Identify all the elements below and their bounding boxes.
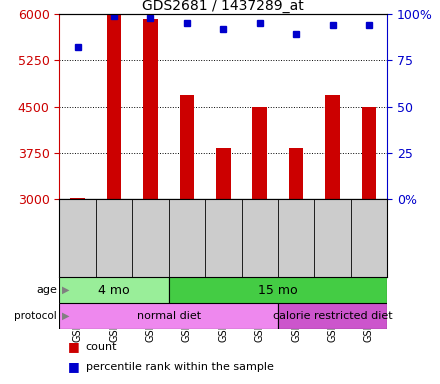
Bar [59, 277, 169, 303]
Text: calorie restricted diet: calorie restricted diet [273, 311, 392, 321]
Bar [107, 15, 121, 199]
Text: protocol: protocol [15, 311, 57, 321]
Bar [59, 303, 278, 329]
Bar [278, 303, 387, 329]
Text: normal diet: normal diet [136, 311, 201, 321]
Text: ■: ■ [68, 340, 80, 353]
Text: ▶: ▶ [62, 311, 69, 321]
Bar [216, 149, 231, 199]
Text: count: count [86, 341, 117, 351]
Text: 15 mo: 15 mo [258, 283, 298, 296]
Text: age: age [37, 285, 57, 295]
Bar [325, 95, 340, 199]
Bar [289, 149, 304, 199]
Title: GDS2681 / 1437289_at: GDS2681 / 1437289_at [143, 0, 304, 13]
Text: ▶: ▶ [62, 285, 69, 295]
Text: ■: ■ [68, 360, 80, 373]
Text: percentile rank within the sample: percentile rank within the sample [86, 361, 274, 371]
Bar [70, 198, 85, 199]
Text: 4 mo: 4 mo [98, 283, 130, 296]
Bar [169, 277, 387, 303]
Bar [143, 19, 158, 199]
Bar [253, 106, 267, 199]
Bar [362, 106, 376, 199]
Bar [180, 95, 194, 199]
